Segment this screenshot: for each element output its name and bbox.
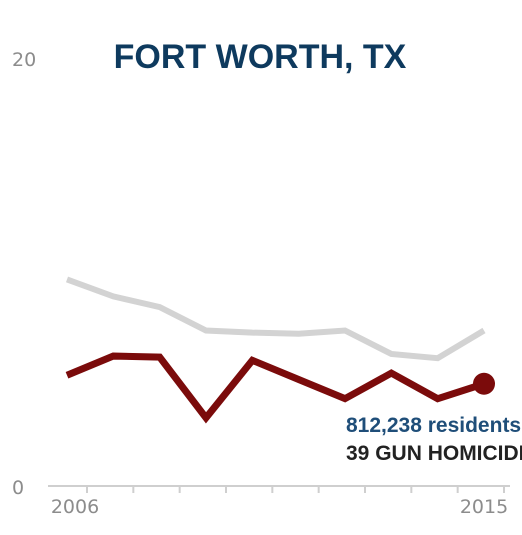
x-ticks [86,486,505,493]
series-line-1 [65,352,486,424]
homicides-label: 39 GUN HOMICIDES [346,442,522,465]
series-line-0 [65,276,486,362]
y-tick-min: 0 [12,477,24,499]
endpoint-marker [473,372,495,395]
x-tick-first: 2006 [51,496,99,518]
chart-title: FORT WORTH, TX [114,38,407,76]
x-tick-last: 2015 [460,496,508,518]
y-tick-max: 20 [12,49,36,71]
residents-label: 812,238 residents [346,414,521,437]
series-group [65,276,495,424]
